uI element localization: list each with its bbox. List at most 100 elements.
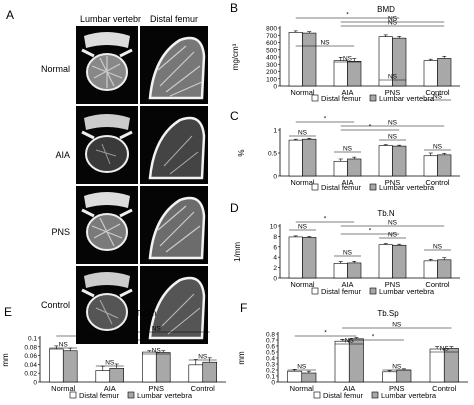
bar-distal-femur bbox=[423, 60, 438, 87]
y-tick-label: 300 bbox=[266, 62, 277, 69]
legend-label: Distal femur bbox=[323, 391, 364, 400]
significance-label: NS bbox=[388, 220, 398, 227]
x-tick-label: AIA bbox=[341, 178, 353, 187]
y-tick-label: 0.5 bbox=[268, 151, 277, 158]
legend-label: Lumbar vertebra bbox=[379, 94, 435, 103]
bar-lumbar-vertebra bbox=[437, 58, 452, 87]
x-tick-label: Normal bbox=[290, 280, 315, 289]
x-tick-label: Control bbox=[425, 178, 450, 187]
y-axis-label: mg/cm³ bbox=[231, 43, 240, 70]
significance-label: * bbox=[369, 228, 372, 235]
y-tick-label: 0.2 bbox=[266, 368, 275, 375]
y-tick-label: 0.3 bbox=[266, 362, 275, 369]
y-tick-label: 1 bbox=[273, 128, 277, 135]
y-tick-label: 500 bbox=[266, 47, 277, 54]
legend-label: Lumbar vertebra bbox=[137, 391, 193, 400]
significance-label: NS bbox=[320, 40, 330, 47]
bar-distal-femur bbox=[142, 351, 157, 383]
legend-swatch bbox=[311, 94, 319, 102]
significance-label: * bbox=[324, 216, 327, 223]
bar-distal-femur bbox=[423, 155, 438, 177]
bar-lumbar-vertebra bbox=[301, 372, 317, 383]
x-tick-label: Normal bbox=[290, 384, 315, 393]
bar-lumbar-vertebra bbox=[396, 369, 412, 383]
y-tick-label: 200 bbox=[266, 69, 277, 76]
x-tick-label: Control bbox=[425, 88, 450, 97]
column-label-femur: Distal femur bbox=[150, 14, 199, 24]
significance-label: NS bbox=[105, 360, 115, 367]
y-tick-label: 4 bbox=[273, 255, 277, 262]
panel-letter: C bbox=[230, 109, 239, 123]
bar-distal-femur bbox=[429, 348, 445, 383]
panel-letter-a: A bbox=[6, 8, 15, 22]
bar-distal-femur bbox=[95, 370, 111, 383]
y-tick-label: 0.1 bbox=[28, 336, 37, 343]
y-tick-label: 8 bbox=[273, 234, 277, 241]
bar-lumbar-vertebra bbox=[62, 350, 78, 383]
legend-swatch bbox=[311, 287, 319, 295]
significance-label: NS bbox=[388, 16, 398, 23]
y-tick-label: 0 bbox=[273, 84, 277, 91]
significance-label: NS bbox=[388, 120, 398, 127]
micro-ct-pns-femur bbox=[140, 186, 208, 264]
bar-lumbar-vertebra bbox=[109, 368, 124, 383]
y-tick-label: 0.04 bbox=[24, 362, 37, 369]
legend-label: Lumbar vertebra bbox=[379, 287, 435, 296]
significance-label: NS bbox=[345, 338, 355, 345]
x-tick-label: PNS bbox=[389, 384, 404, 393]
chart-tb-sp: F Tb.Sp mm 00.10.20.30.40.50.60.70.8 Normal A… bbox=[238, 301, 468, 400]
legend-label: Distal femur bbox=[321, 183, 362, 192]
y-tick-label: 0.5 bbox=[266, 350, 275, 357]
bar-distal-femur bbox=[333, 160, 348, 177]
micro-ct-aia-vertebra bbox=[76, 106, 138, 184]
significance-label: NS bbox=[392, 364, 402, 371]
bar-lumbar-vertebra bbox=[155, 352, 171, 383]
bar-lumbar-vertebra bbox=[437, 259, 452, 279]
y-tick-label: 2 bbox=[273, 265, 277, 272]
bar-lumbar-vertebra bbox=[348, 338, 364, 383]
significance-label: NS bbox=[297, 364, 307, 371]
bar-lumbar-vertebra bbox=[302, 32, 317, 87]
significance-label: * bbox=[324, 330, 327, 337]
bar-distal-femur bbox=[48, 348, 64, 383]
bar-distal-femur bbox=[288, 236, 303, 279]
significance-label: * bbox=[324, 116, 327, 123]
bar-lumbar-vertebra bbox=[347, 262, 362, 279]
panel-letter: D bbox=[230, 201, 239, 215]
y-tick-label: 0 bbox=[273, 276, 277, 283]
legend-swatch bbox=[369, 287, 377, 295]
legend-swatch bbox=[313, 391, 321, 399]
bar-lumbar-vertebra bbox=[437, 154, 452, 177]
significance-label: * bbox=[346, 12, 349, 19]
y-tick-label: 0.4 bbox=[266, 356, 275, 363]
bar-distal-femur bbox=[333, 60, 348, 87]
column-label-lumbar: Lumbar vertebr bbox=[80, 14, 142, 24]
significance-label: NS bbox=[433, 244, 443, 251]
bar-distal-femur bbox=[334, 340, 350, 383]
chart-tb-th: E Tb.Th mm 0 0.02 0.04 0.06 0.080.1 Normal AIA PNS… bbox=[1, 305, 226, 400]
micro-ct-aia-femur bbox=[140, 106, 208, 184]
bar-distal-femur bbox=[287, 370, 303, 383]
y-tick-label: 0 bbox=[33, 380, 37, 387]
x-tick-label: Normal bbox=[290, 88, 315, 97]
bar-lumbar-vertebra bbox=[347, 158, 362, 177]
x-tick-label: Normal bbox=[51, 384, 76, 393]
bar-lumbar-vertebra bbox=[347, 61, 362, 87]
y-tick-label: 0 bbox=[271, 380, 275, 387]
significance-label: NS bbox=[388, 74, 398, 81]
significance-label: NS bbox=[298, 130, 308, 137]
y-tick-label: 0.06 bbox=[24, 353, 37, 360]
significance-label: * bbox=[369, 124, 372, 131]
significance-label: NS bbox=[152, 348, 162, 355]
chart-tb-n: D Tb.N 1/mm 0 2 4 6 8 10 Normal AIA PNS Control NS * NS… bbox=[230, 201, 460, 296]
x-tick-label: PNS bbox=[385, 178, 400, 187]
y-tick-label: 0.7 bbox=[266, 338, 275, 345]
micro-ct-control-femur bbox=[140, 266, 208, 344]
legend-label: Lumbar vertebra bbox=[379, 183, 435, 192]
x-tick-label: AIA bbox=[104, 384, 116, 393]
panel-letter: E bbox=[4, 305, 12, 319]
chart-title: BMD bbox=[377, 5, 395, 14]
x-tick-label: AIA bbox=[343, 384, 355, 393]
chart-title: Tb.N bbox=[377, 209, 395, 218]
micro-ct-normal-vertebra bbox=[76, 26, 138, 104]
